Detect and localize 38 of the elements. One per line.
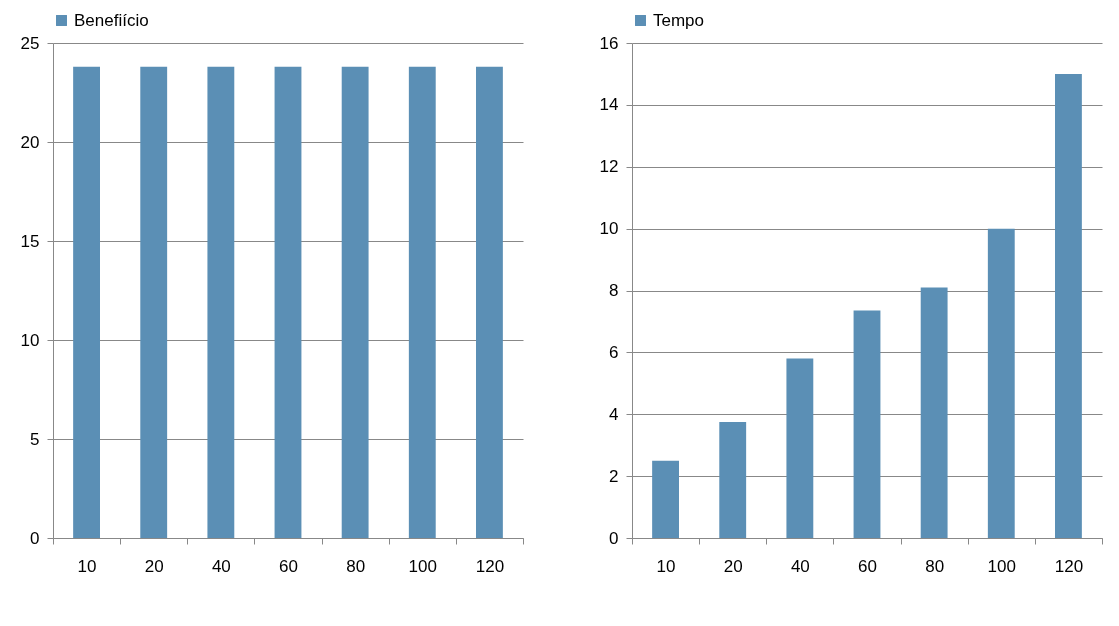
bar (987, 228, 1015, 538)
x-tick-label: 60 (279, 556, 298, 576)
y-tick-label: 10 (599, 219, 619, 239)
y-tick-label: 20 (20, 132, 40, 152)
y-tick-label: 6 (609, 342, 619, 362)
x-tick-label: 20 (144, 556, 164, 576)
y-tick-label: 16 (599, 33, 619, 53)
y-tick-label: 25 (20, 33, 40, 53)
x-tick-label: 100 (987, 556, 1016, 576)
x-tick-label: 60 (858, 556, 877, 576)
x-tick-label: 10 (656, 556, 676, 576)
x-tick-label: 100 (408, 556, 437, 576)
y-tick-label: 15 (20, 231, 40, 251)
bar (786, 358, 814, 538)
y-tick-label: 8 (609, 281, 619, 300)
x-tick-label: 120 (475, 556, 505, 576)
x-tick-label: 80 (346, 556, 366, 576)
legend-label: Benefiício (74, 10, 149, 30)
y-tick-label: 0 (30, 528, 40, 548)
x-tick-label: 40 (211, 556, 231, 576)
y-tick-label: 12 (599, 157, 619, 177)
y-tick-label: 2 (609, 466, 619, 486)
bar (1055, 73, 1082, 538)
x-tick-label: 10 (77, 556, 97, 576)
bar (652, 460, 679, 538)
y-tick-label: 5 (30, 429, 40, 449)
y-tick-label: 10 (20, 330, 40, 350)
bar (719, 421, 747, 538)
legend-label: Tempo (653, 10, 705, 30)
x-tick-label: 80 (925, 556, 945, 576)
x-tick-label: 40 (790, 556, 810, 576)
y-tick-label: 14 (599, 95, 619, 115)
x-tick-label: 120 (1054, 556, 1084, 576)
bar (920, 287, 948, 538)
bar (853, 310, 881, 538)
y-tick-label: 0 (609, 528, 619, 548)
x-tick-label: 20 (723, 556, 743, 576)
y-tick-label: 4 (609, 404, 619, 424)
